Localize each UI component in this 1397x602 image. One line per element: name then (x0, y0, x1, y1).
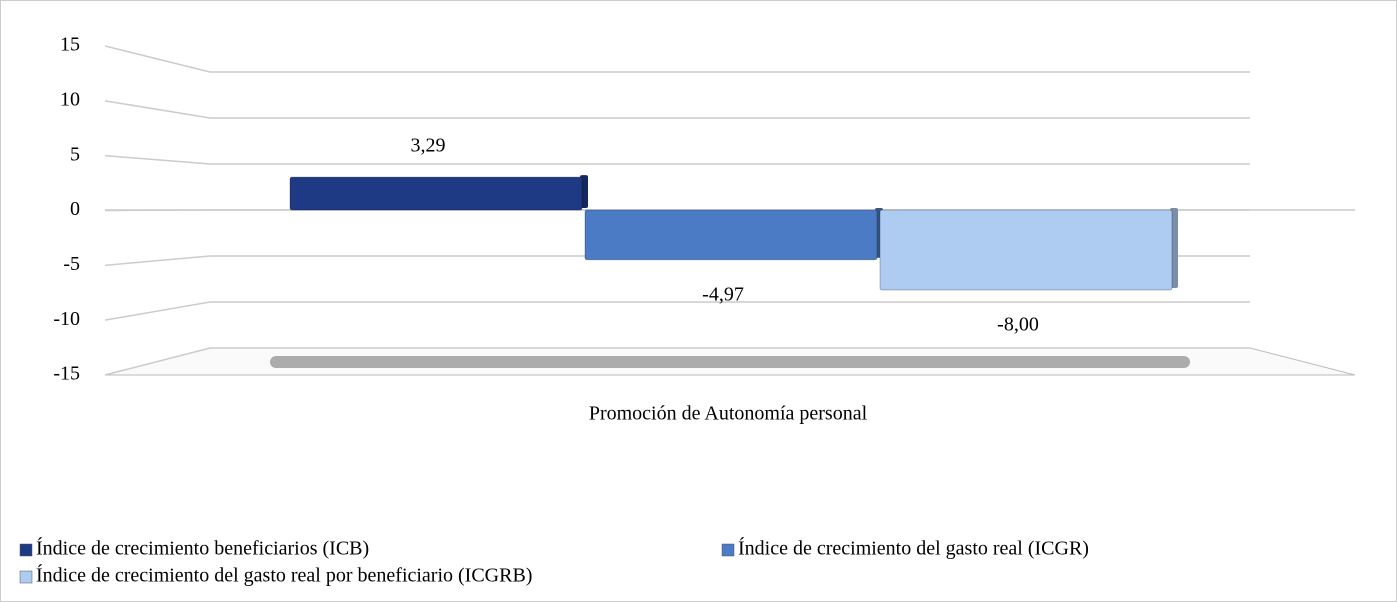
bar (289, 176, 583, 211)
legend-swatch (721, 543, 735, 557)
grid-side (104, 45, 211, 73)
floor-shadow (270, 356, 1190, 368)
grid-side (104, 154, 211, 165)
data-label: 3,29 (411, 135, 446, 157)
legend-label: Índice de crecimiento beneficiarios (ICB… (36, 537, 369, 560)
legend-label: Índice de crecimiento del gasto real por… (36, 564, 532, 587)
y-tick-label: 5 (70, 143, 80, 165)
grid-side (104, 255, 211, 267)
x-tick-label: Promoción de Autonomía personal (589, 403, 868, 425)
grid-side (104, 347, 211, 376)
data-label: -4,97 (702, 283, 744, 305)
legend-swatch (19, 570, 33, 584)
y-tick-label: -10 (53, 308, 80, 330)
grid-side (104, 301, 211, 321)
data-label: -8,00 (997, 314, 1039, 336)
y-tick-label: -15 (53, 363, 80, 385)
grid-side (104, 100, 211, 119)
legend-swatch (19, 543, 33, 557)
y-tick-label: 15 (60, 34, 80, 56)
y-tick-label: -5 (63, 253, 80, 275)
bar (879, 209, 1173, 291)
legend-label: Índice de crecimiento del gasto real (IC… (738, 537, 1089, 560)
y-tick-label: 0 (70, 198, 80, 220)
y-tick-label: 10 (60, 88, 80, 110)
bar (584, 209, 878, 261)
